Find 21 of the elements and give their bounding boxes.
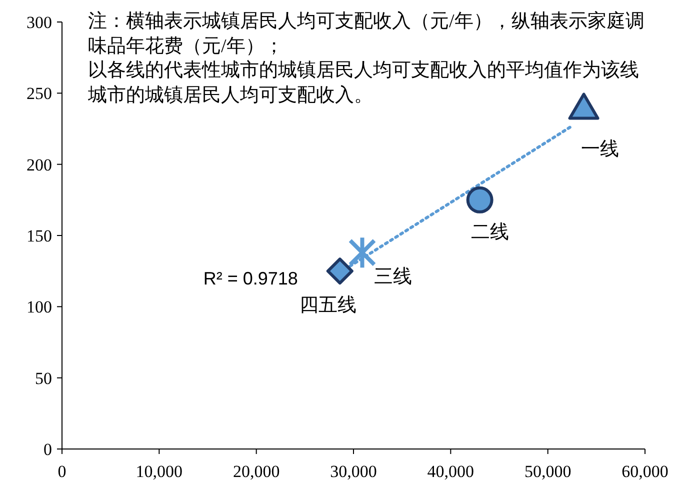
- legend-label: 三线: [374, 266, 412, 288]
- x-tick-label: 20,000: [232, 462, 280, 481]
- x-tick-label: 40,000: [427, 462, 474, 481]
- annotation: 以各线的代表性城市的城镇居民人均可支配收入的平均值作为该线城市的城镇居民人均可支配收入。: [88, 59, 640, 108]
- x-tick-label: 10,000: [136, 462, 183, 481]
- y-tick-label: 300: [26, 13, 52, 32]
- y-tick-label: 100: [26, 298, 52, 317]
- y-tick-label: 150: [26, 226, 52, 246]
- y-tick-label: 50: [35, 368, 52, 388]
- y-tick-label: 200: [26, 155, 52, 174]
- series-label: 四五线: [299, 295, 356, 316]
- annotation: R² = 0.9718: [203, 268, 298, 289]
- x-tick-label: 0: [58, 462, 66, 481]
- y-tick-label: 0: [44, 440, 52, 459]
- x-tick-label: 30,000: [330, 462, 377, 481]
- y-tick-label: 250: [26, 84, 52, 104]
- series-label: 二线: [470, 222, 509, 243]
- annotation: 注：横轴表示城镇居民人均可支配收入（元/年），纵轴表示家庭调味品年花费（元/年）；: [88, 10, 646, 59]
- series-label: 一线: [580, 139, 619, 160]
- x-tick-label: 60,000: [622, 462, 668, 481]
- x-tick-label: 50,000: [524, 462, 572, 481]
